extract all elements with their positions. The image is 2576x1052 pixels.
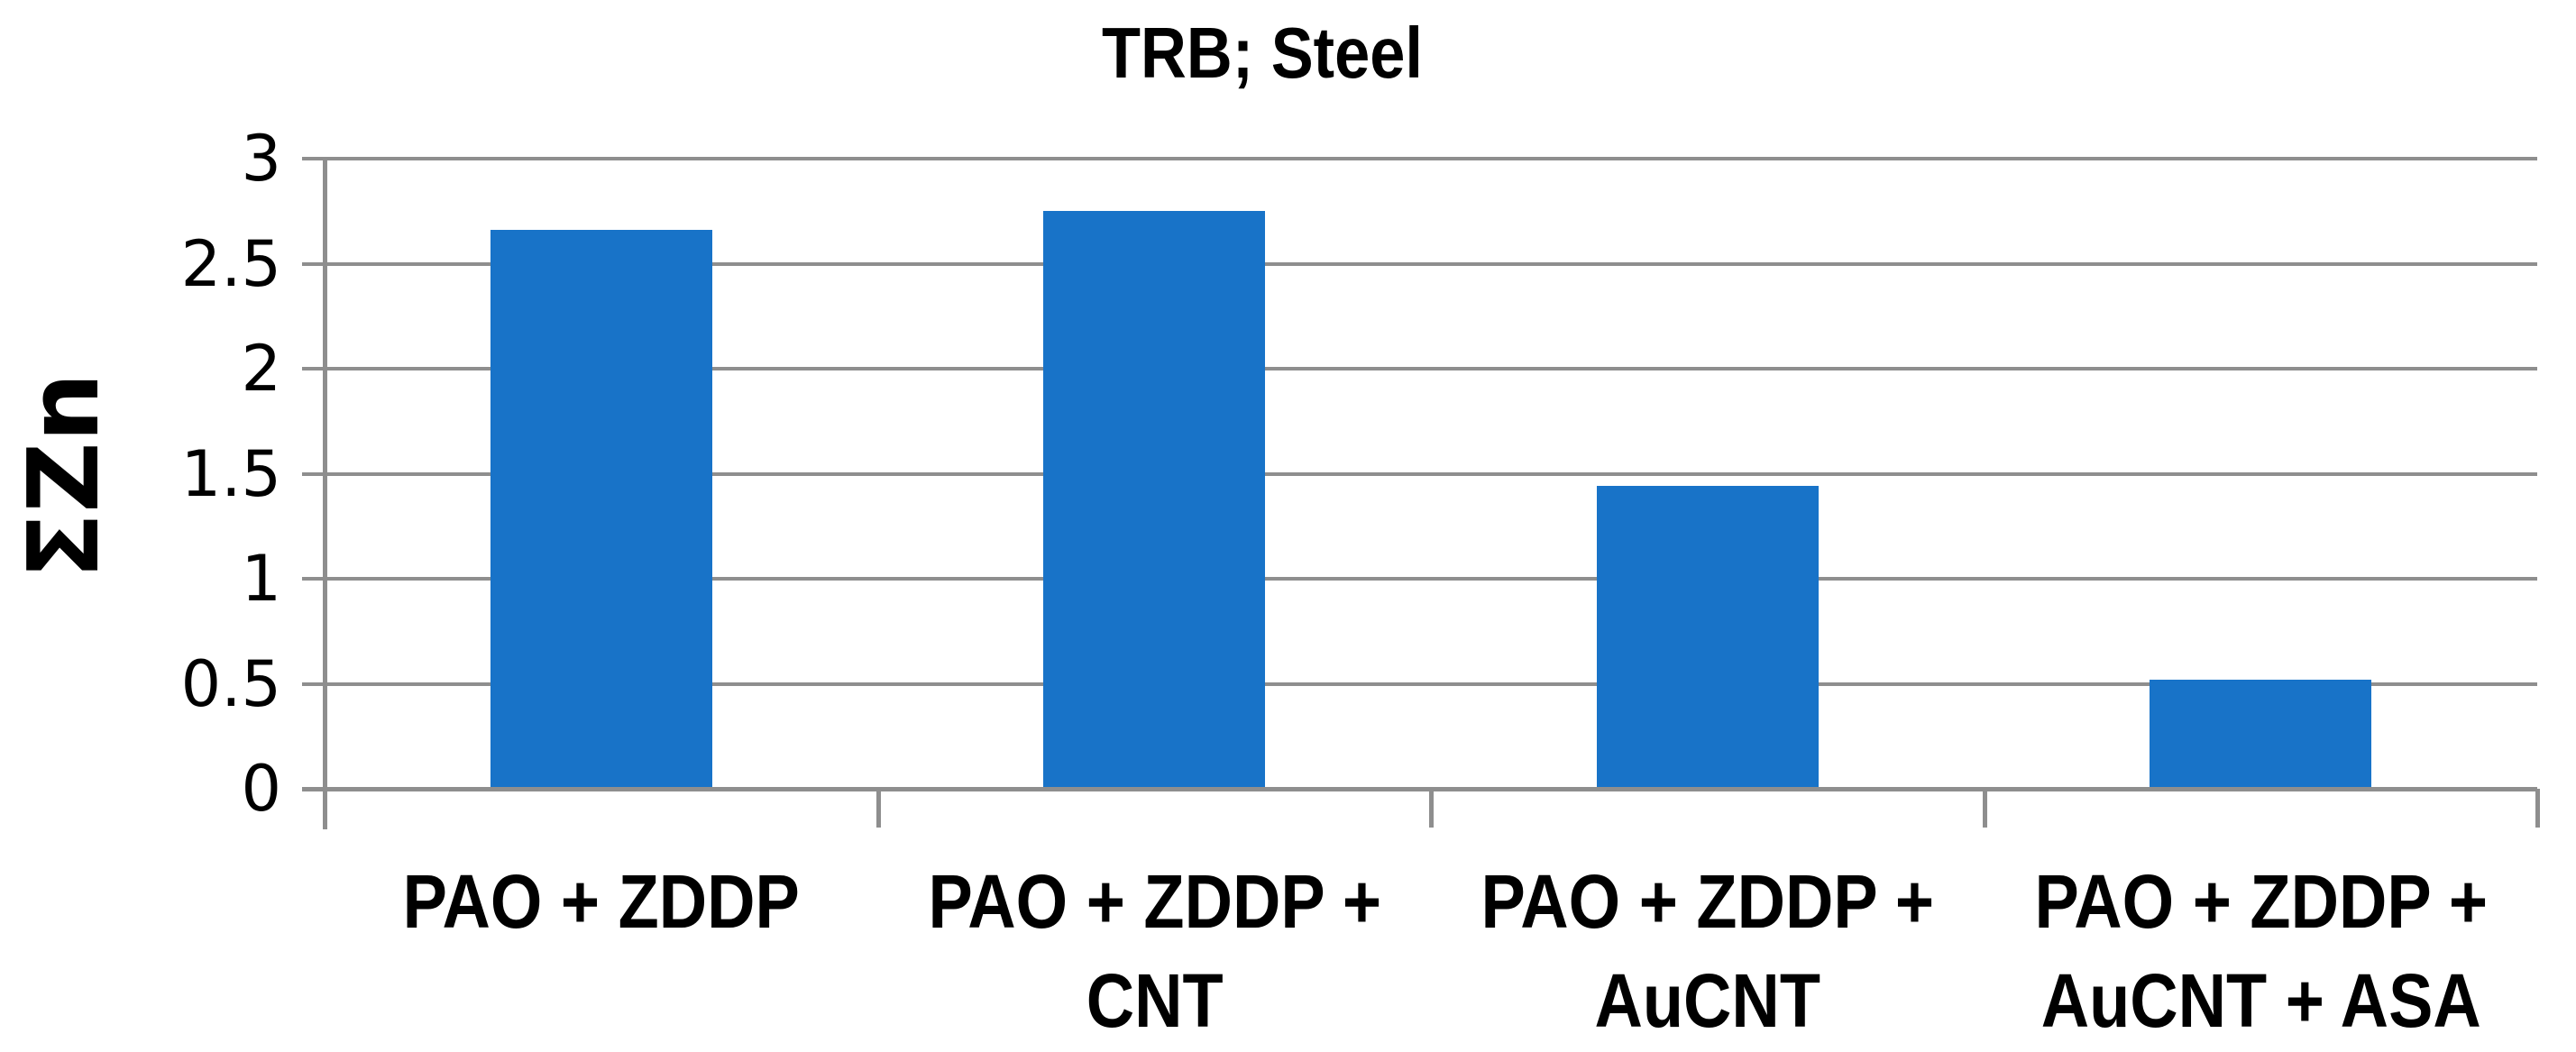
bar-4 [2150, 679, 2372, 789]
bar-1 [490, 230, 712, 789]
gridline [302, 157, 2537, 160]
category-tick [1982, 789, 1987, 828]
y-tick-label: 1.5 [180, 436, 281, 511]
x-category-label-line: PAO + ZDDP [402, 859, 800, 944]
x-axis-line [302, 787, 2537, 791]
y-tick-label: 3 [241, 122, 281, 196]
y-tick-label: 0 [241, 752, 281, 826]
bar-2 [1043, 211, 1266, 789]
gridline [302, 367, 2537, 370]
category-tick [2535, 789, 2540, 828]
x-category-label-line: AuCNT [1594, 958, 1820, 1043]
category-tick [1429, 789, 1434, 828]
bar-3 [1596, 486, 1819, 789]
category-tick [875, 789, 881, 828]
x-category-label: PAO + ZDDP [358, 852, 845, 951]
y-tick-label: 1 [241, 542, 281, 616]
x-category-label-line: CNT [1086, 958, 1224, 1043]
gridline [302, 261, 2537, 266]
y-axis-line [323, 157, 327, 829]
x-category-label-line: PAO + ZDDP + [2033, 859, 2488, 944]
x-category-label: PAO + ZDDP + CNT [911, 852, 1398, 1050]
x-category-label: PAO + ZDDP + AuCNT [1464, 852, 1951, 1050]
x-category-label-line: PAO + ZDDP + [1481, 859, 1935, 944]
gridline [302, 577, 2537, 581]
gridline [302, 471, 2537, 476]
y-tick-label: 2.5 [180, 226, 281, 301]
gridline [302, 682, 2537, 686]
x-category-label: PAO + ZDDP + AuCNT + ASA [2017, 852, 2504, 1050]
x-category-label-line: PAO + ZDDP + [927, 859, 1381, 944]
chart-title: TRB; Steel [1102, 13, 1423, 93]
x-category-label-line: AuCNT + ASA [2040, 958, 2481, 1043]
y-tick-label: 0.5 [180, 646, 281, 721]
y-tick-label: 2 [241, 332, 281, 406]
